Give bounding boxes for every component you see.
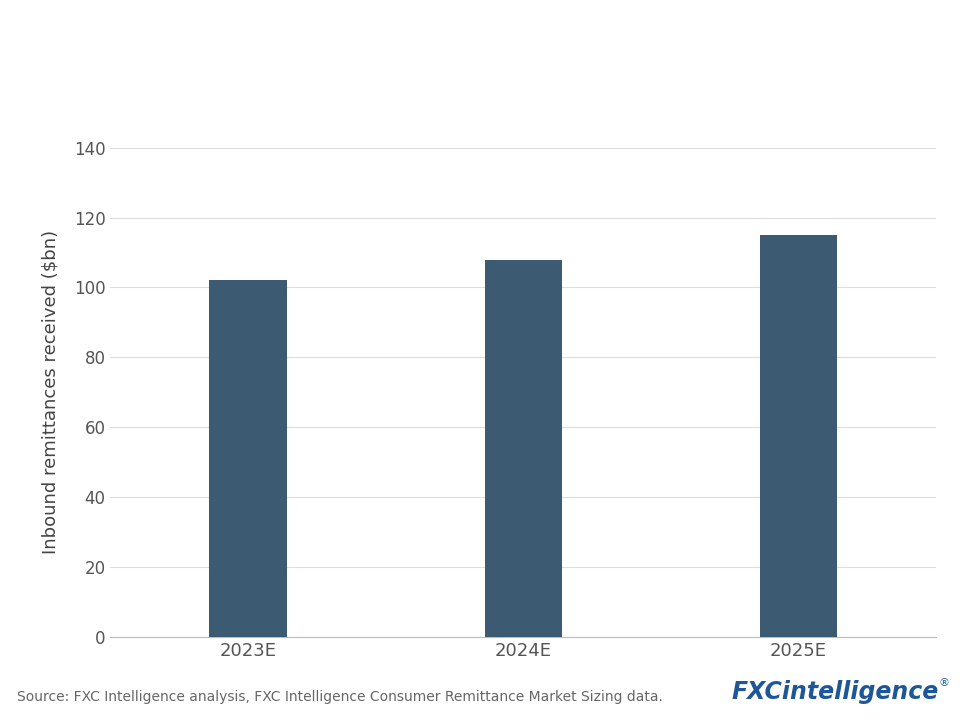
Text: FXCintelligence: FXCintelligence <box>732 680 939 704</box>
Text: ®: ® <box>939 678 949 688</box>
Text: India projected to see rise in remittances from 2023-2025: India projected to see rise in remittanc… <box>17 30 960 58</box>
Bar <box>760 235 837 637</box>
Bar <box>209 281 286 637</box>
Text: Source: FXC Intelligence analysis, FXC Intelligence Consumer Remittance Market S: Source: FXC Intelligence analysis, FXC I… <box>17 690 663 704</box>
Text: Estimated inbound remittances received by India, 2023-2025: Estimated inbound remittances received b… <box>17 85 616 104</box>
Y-axis label: Inbound remittances received ($bn): Inbound remittances received ($bn) <box>42 230 60 554</box>
Bar <box>485 259 562 637</box>
